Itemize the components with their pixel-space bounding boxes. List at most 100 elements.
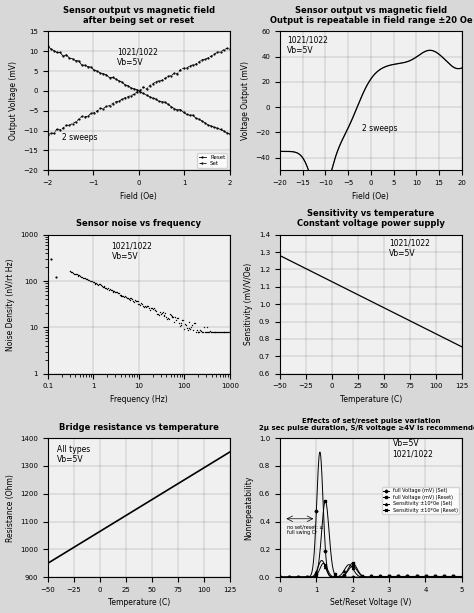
Point xyxy=(127,295,134,305)
Point xyxy=(70,268,78,278)
Point xyxy=(154,310,161,319)
Point xyxy=(111,287,119,297)
Point xyxy=(192,327,200,337)
Point xyxy=(125,294,132,304)
Point xyxy=(101,283,109,293)
Point xyxy=(164,314,171,324)
Point xyxy=(184,325,191,335)
Point xyxy=(190,318,198,328)
Point xyxy=(220,327,228,337)
Point xyxy=(210,327,218,337)
Point xyxy=(133,296,140,306)
Point xyxy=(186,317,193,327)
Point xyxy=(177,320,184,330)
Point xyxy=(222,327,230,337)
Point xyxy=(165,314,173,324)
Point xyxy=(67,266,74,276)
Point xyxy=(82,274,90,284)
Sensitivity ±10*0e (Reset) xyxy=(277,574,283,581)
Point xyxy=(206,327,214,337)
Point xyxy=(207,327,215,337)
Point xyxy=(178,318,185,328)
Point xyxy=(117,291,124,300)
full Voltage (mV) (Reset) xyxy=(364,573,370,581)
Point xyxy=(223,327,231,337)
Point xyxy=(218,327,226,337)
Point xyxy=(95,279,103,289)
Point xyxy=(89,277,97,287)
Y-axis label: Output Voltage (mV): Output Voltage (mV) xyxy=(9,61,18,140)
Point xyxy=(123,293,131,303)
Y-axis label: Resistance (Ohm): Resistance (Ohm) xyxy=(6,474,15,541)
full Voltage (mV) (Reset) xyxy=(386,573,392,580)
Point xyxy=(116,290,123,300)
Point xyxy=(208,327,216,337)
Title: Sensor noise vs frequency: Sensor noise vs frequency xyxy=(76,219,201,229)
Sensitivity ±10*0e (Reset) xyxy=(386,574,392,581)
Point xyxy=(114,288,122,298)
Text: All types
Vb=5V: All types Vb=5V xyxy=(57,445,90,465)
Text: 1021/1022
Vb=5V: 1021/1022 Vb=5V xyxy=(389,239,430,258)
Sensitivity ±10*0e (Reset) xyxy=(455,573,461,580)
Text: 1021/1022
Vb=5V: 1021/1022 Vb=5V xyxy=(111,242,153,261)
Legend: full Voltage (mV) (Set), full Voltage (mV) (Reset), Sensitivity ±10*0e (Set), Se: full Voltage (mV) (Set), full Voltage (m… xyxy=(382,487,459,514)
Point xyxy=(161,310,168,320)
full Voltage (mV) (Reset) xyxy=(427,573,432,580)
Point xyxy=(156,307,164,317)
Title: Bridge resistance vs temperature: Bridge resistance vs temperature xyxy=(59,423,219,432)
Point xyxy=(98,281,106,291)
Point xyxy=(168,312,175,322)
Point xyxy=(94,280,102,290)
full Voltage (mV) (Set) xyxy=(277,574,283,581)
Point xyxy=(135,300,142,310)
Point xyxy=(155,309,162,319)
Point xyxy=(224,327,232,337)
X-axis label: Temperature (C): Temperature (C) xyxy=(108,598,170,607)
full Voltage (mV) (Set) xyxy=(459,573,465,580)
Reset xyxy=(91,67,97,74)
Text: no set/reset: ≥
full swing Cr: no set/reset: ≥ full swing Cr xyxy=(287,524,324,535)
Set xyxy=(224,45,229,52)
Point xyxy=(182,321,190,330)
Point xyxy=(118,291,126,301)
Sensitivity ±10*0e (Set) xyxy=(319,557,325,564)
Point xyxy=(138,299,146,309)
Set xyxy=(76,116,82,123)
Point xyxy=(84,275,92,285)
Point xyxy=(162,308,169,318)
Point xyxy=(119,291,127,301)
Point xyxy=(80,273,88,283)
Reset xyxy=(104,71,109,78)
Text: Vb=5V
1021/1022: Vb=5V 1021/1022 xyxy=(392,440,434,459)
Point xyxy=(102,283,110,293)
Point xyxy=(52,272,60,282)
Sensitivity ±10*0e (Reset) xyxy=(321,560,327,567)
Point xyxy=(196,325,204,335)
Sensitivity ±10*0e (Reset) xyxy=(459,573,465,580)
Point xyxy=(69,268,77,278)
Text: 2 sweeps: 2 sweeps xyxy=(63,133,98,142)
Point xyxy=(188,320,196,330)
Line: Reset: Reset xyxy=(47,45,231,135)
Point xyxy=(212,327,219,337)
Point xyxy=(141,302,148,311)
Point xyxy=(148,303,155,313)
Text: 1021/1022
Vb=5V: 1021/1022 Vb=5V xyxy=(287,36,328,55)
Point xyxy=(166,310,173,319)
Point xyxy=(198,327,206,337)
Reset xyxy=(98,69,103,77)
Point xyxy=(187,324,194,333)
Point xyxy=(122,292,130,302)
Point xyxy=(215,327,223,337)
Point xyxy=(213,327,221,337)
Point xyxy=(87,276,95,286)
Point xyxy=(120,292,128,302)
Point xyxy=(74,270,82,280)
Point xyxy=(110,286,118,295)
Point xyxy=(144,302,151,311)
Reset xyxy=(227,130,233,137)
Point xyxy=(106,284,114,294)
Set xyxy=(107,102,112,109)
Point xyxy=(225,327,233,337)
Point xyxy=(153,306,160,316)
